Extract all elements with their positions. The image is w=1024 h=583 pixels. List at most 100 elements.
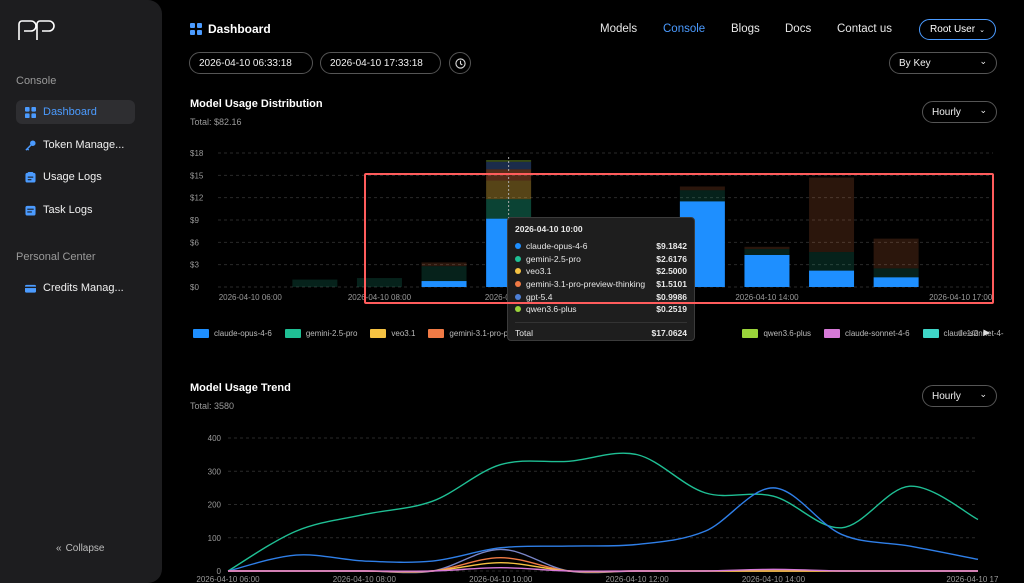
tooltip-row: gemini-3.1-pro-preview-thinking $1.5101 — [515, 278, 687, 291]
bar-segment[interactable] — [679, 190, 725, 202]
distribution-title: Model Usage Distribution — [190, 98, 323, 110]
trend-series-line[interactable] — [227, 452, 979, 572]
bar-x-tick-label: 2026-04-10 17:00 — [929, 293, 993, 302]
chevron-down-icon: ⌄ — [979, 26, 985, 34]
sidebar-item-label: Usage Logs — [43, 171, 102, 183]
legend-label: veo3.1 — [391, 328, 416, 338]
legend-item[interactable]: claude-sonnet-4-6 — [824, 328, 910, 338]
bar-segment[interactable] — [744, 254, 790, 287]
legend-item[interactable]: gemini-2.5-pro — [284, 328, 358, 338]
chevron-down-icon: ⌄ — [979, 105, 987, 115]
group-by-value: By Key — [899, 57, 931, 69]
bar-segment[interactable] — [873, 268, 919, 278]
trend-line-chart[interactable]: 0 100 200 300 400 2026-04-10 06:00 2026-04-10 … — [188, 428, 998, 583]
legend-page-indicator: 1/2 — [966, 327, 979, 338]
bar-segment[interactable] — [421, 262, 467, 267]
legend-item[interactable]: claude-opus-4-6 — [193, 328, 272, 338]
sidebar-item-credits-management[interactable]: Credits Manag... — [16, 276, 135, 300]
bar-segment[interactable] — [421, 281, 467, 287]
tooltip-dot — [515, 281, 521, 288]
tooltip-row: qwen3.6-plus $0.2519 — [515, 303, 687, 316]
tooltip-series-name: gemini-2.5-pro — [526, 253, 581, 264]
task-logs-icon — [25, 205, 36, 216]
breadcrumb: Dashboard — [190, 22, 271, 36]
bar-segment[interactable] — [873, 238, 919, 269]
bar-segment[interactable] — [809, 270, 855, 287]
bar-segment[interactable] — [809, 252, 855, 271]
tooltip-row: claude-opus-4-6 $9.1842 — [515, 240, 687, 253]
trend-series-line[interactable] — [227, 556, 978, 573]
bar-segment[interactable] — [744, 246, 790, 250]
end-date-value: 2026-04-10 17:33:18 — [330, 57, 423, 69]
sidebar-item-label: Token Manage... — [43, 139, 125, 151]
bar-segment[interactable] — [292, 279, 338, 287]
sidebar-item-label: Dashboard — [43, 106, 97, 118]
bar-segment[interactable] — [744, 249, 790, 255]
sidebar-item-token-management[interactable]: Token Manage... — [16, 133, 135, 157]
bar-y-tick-label: $12 — [190, 194, 204, 203]
clock-icon[interactable] — [449, 52, 471, 74]
dashboard-icon — [25, 106, 36, 118]
line-y-tick-label: 0 — [217, 567, 222, 576]
tooltip-series-name: qwen3.6-plus — [526, 304, 577, 315]
tooltip-title: 2026-04-10 10:00 — [515, 224, 583, 234]
tooltip-series-value: $0.2519 — [656, 304, 687, 315]
bar-y-tick-label: $15 — [190, 171, 204, 180]
legend-label: gemini-2.5-pro — [305, 328, 358, 338]
legend-item[interactable]: qwen3.6-plus — [742, 328, 811, 338]
nav-blogs[interactable]: Blogs — [731, 23, 760, 35]
legend-swatch — [370, 328, 387, 338]
distribution-interval-select[interactable]: Hourly ⌄ — [922, 101, 997, 123]
distribution-interval-value: Hourly — [932, 106, 961, 118]
bar-segment[interactable] — [356, 278, 402, 287]
line-x-tick-label: 2026-04-10 12:00 — [606, 575, 670, 583]
tooltip-series-value: $2.6176 — [656, 253, 687, 264]
tooltip-row: veo3.1 $2.5000 — [515, 265, 687, 278]
brand-logo-icon[interactable] — [17, 20, 59, 42]
start-date-input[interactable]: 2026-04-10 06:33:18 — [189, 52, 313, 74]
chart-tooltip: 2026-04-10 10:00 claude-opus-4-6 $9.1842 g… — [507, 217, 695, 341]
distribution-legend: claude-opus-4-6 gemini-2.5-pro veo3.1 gemin… — [193, 326, 1017, 340]
tooltip-row: gemini-2.5-pro $2.6176 — [515, 253, 687, 266]
user-menu-button[interactable]: Root User ⌄ — [919, 19, 996, 40]
sidebar-item-usage-logs[interactable]: Usage Logs — [16, 165, 135, 189]
trend-series-line[interactable] — [227, 561, 978, 573]
collapse-button[interactable]: «Collapse — [56, 543, 104, 554]
tooltip-total-row: Total $17.0624 — [515, 321, 687, 338]
sidebar-section-personal-center: Personal Center — [16, 251, 96, 263]
bar-segment[interactable] — [421, 266, 467, 282]
legend-item[interactable]: veo3.1 — [370, 328, 416, 338]
legend-swatch — [428, 328, 445, 338]
nav-contact-us[interactable]: Contact us — [837, 23, 892, 35]
bar-segment[interactable] — [873, 277, 919, 287]
legend-item[interactable]: claude-sonnet-4- — [922, 328, 1004, 338]
nav-docs[interactable]: Docs — [785, 23, 812, 35]
bar-x-tick-label: 2026-04-10 06:00 — [219, 293, 283, 302]
bar-segment[interactable] — [809, 177, 855, 253]
trend-series-line[interactable] — [227, 566, 978, 572]
sidebar-item-task-logs[interactable]: Task Logs — [16, 198, 135, 222]
bar-y-tick-label: $3 — [190, 261, 199, 270]
legend-label: claude-opus-4-6 — [214, 328, 272, 338]
trend-interval-select[interactable]: Hourly ⌄ — [922, 385, 997, 407]
tooltip-total-value: $17.0624 — [651, 327, 687, 338]
bar-segment[interactable] — [486, 199, 532, 219]
group-by-select[interactable]: By Key ⌄ — [889, 52, 997, 74]
trend-series-line[interactable] — [227, 487, 979, 572]
line-x-tick-label: 2026-04-10 08:00 — [333, 575, 397, 583]
sidebar-item-dashboard[interactable]: Dashboard — [16, 100, 135, 124]
end-date-input[interactable]: 2026-04-10 17:33:18 — [320, 52, 441, 74]
prev-page-icon[interactable]: ◀ — [955, 327, 962, 337]
nav-models[interactable]: Models — [600, 23, 638, 35]
bar-segment[interactable] — [679, 186, 725, 191]
legend-swatch — [742, 328, 759, 338]
bar-segment[interactable] — [486, 159, 532, 162]
line-x-tick-label: 2026-04-10 17:00 — [946, 575, 998, 583]
nav-console[interactable]: Console — [663, 23, 706, 35]
trend-series-line[interactable] — [227, 548, 978, 574]
tooltip-dot — [515, 243, 521, 250]
legend-label: claude-sonnet-4- — [943, 328, 1004, 338]
next-page-icon[interactable]: ▶ — [983, 327, 990, 337]
legend-item[interactable]: gemini-3.1-pro-previe — [428, 328, 525, 338]
credit-card-icon — [25, 284, 36, 293]
